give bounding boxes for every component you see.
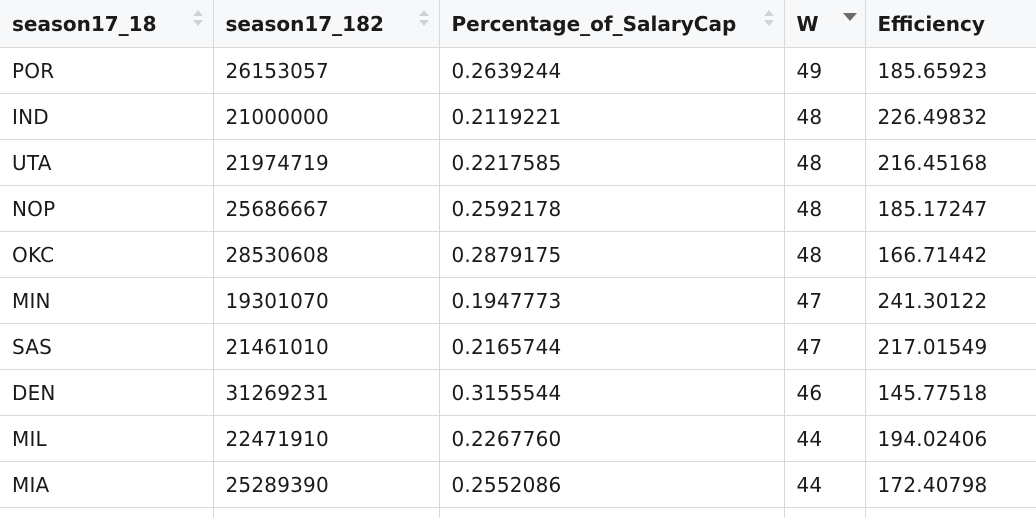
cell-percentage-of-salarycap: 0.2639244 [439,47,785,94]
cell-percentage-of-salarycap: 0.2879175 [439,231,785,278]
cell-season17-182: 31269231 [213,369,440,416]
column-header-label: Percentage_of_SalaryCap [451,11,737,36]
table-row[interactable]: OKC 28530608 0.2879175 48 166.71442 [0,231,1036,278]
column-header-season17-18[interactable]: season17_18 [0,0,214,48]
sort-icon[interactable] [763,10,774,30]
cell-w: 47 [784,277,866,324]
cell-season17-182: 21974719 [213,139,440,186]
cell-season17-18: POR [0,47,214,94]
table-row[interactable]: UTA 21974719 0.2217585 48 216.45168 [0,139,1036,186]
cell-percentage-of-salarycap: 0.2552086 [439,461,785,508]
column-header-label: season17_182 [225,11,384,36]
cell-w: 44 [784,415,866,462]
cell-season17-18: IND [0,93,214,140]
cell-season17-182: 21461010 [213,323,440,370]
cell-season17-18: MIA [0,461,214,508]
cell-season17-18: SAS [0,323,214,370]
cell-efficiency: 172.40798 [865,461,1036,508]
cell-season17-182: 26153057 [213,47,440,94]
cell-season17-18: MIL [0,415,214,462]
cell-efficiency: 185.65923 [865,47,1036,94]
cell-season17-18: DEN [0,369,214,416]
cell-percentage-of-salarycap: 0.2165744 [439,323,785,370]
cell-efficiency: 166.71442 [865,231,1036,278]
empty-cell [865,507,1036,518]
column-header-efficiency[interactable]: Efficiency [865,0,1036,48]
table-row[interactable]: MIA 25289390 0.2552086 44 172.40798 [0,461,1036,508]
cell-w: 46 [784,369,866,416]
cell-season17-182: 25289390 [213,461,440,508]
cell-efficiency: 194.02406 [865,415,1036,462]
cell-percentage-of-salarycap: 0.3155544 [439,369,785,416]
table-row[interactable]: POR 26153057 0.2639244 49 185.65923 [0,47,1036,94]
table-row[interactable]: SAS 21461010 0.2165744 47 217.01549 [0,323,1036,370]
column-header-season17-182[interactable]: season17_182 [213,0,440,48]
empty-cell [0,507,214,518]
cell-season17-18: OKC [0,231,214,278]
cell-w: 49 [784,47,866,94]
cell-efficiency: 145.77518 [865,369,1036,416]
empty-cell [439,507,785,518]
cell-efficiency: 226.49832 [865,93,1036,140]
empty-cell [784,507,866,518]
column-header-w[interactable]: W [784,0,866,48]
cell-season17-18: MIN [0,277,214,324]
cell-percentage-of-salarycap: 0.2217585 [439,139,785,186]
cell-efficiency: 216.45168 [865,139,1036,186]
header-row: season17_18 season17_182 Percentage_of_S… [0,0,1036,48]
empty-cell [213,507,440,518]
cell-w: 48 [784,231,866,278]
cell-season17-182: 25686667 [213,185,440,232]
cell-efficiency: 241.30122 [865,277,1036,324]
sort-icon[interactable] [192,10,203,30]
cell-season17-182: 22471910 [213,415,440,462]
cell-efficiency: 185.17247 [865,185,1036,232]
cell-season17-182: 19301070 [213,277,440,324]
cell-season17-18: NOP [0,185,214,232]
cell-percentage-of-salarycap: 0.2592178 [439,185,785,232]
table-row[interactable]: MIL 22471910 0.2267760 44 194.02406 [0,415,1036,462]
cell-w: 44 [784,461,866,508]
cell-season17-18: UTA [0,139,214,186]
cell-w: 48 [784,139,866,186]
table-row[interactable]: DEN 31269231 0.3155544 46 145.77518 [0,369,1036,416]
column-header-label: season17_18 [12,11,157,36]
cell-percentage-of-salarycap: 0.2119221 [439,93,785,140]
table-row[interactable]: MIN 19301070 0.1947773 47 241.30122 [0,277,1036,324]
column-header-percentage-of-salarycap[interactable]: Percentage_of_SalaryCap [439,0,785,48]
column-header-label: W [796,11,819,36]
cell-w: 48 [784,93,866,140]
column-header-label: Efficiency [877,11,985,36]
cell-percentage-of-salarycap: 0.2267760 [439,415,785,462]
sort-descending-icon[interactable] [842,10,857,30]
cell-w: 47 [784,323,866,370]
table-row[interactable]: IND 21000000 0.2119221 48 226.49832 [0,93,1036,140]
cell-season17-182: 28530608 [213,231,440,278]
table-row-partial [0,507,1036,518]
table-row[interactable]: NOP 25686667 0.2592178 48 185.17247 [0,185,1036,232]
cell-season17-182: 21000000 [213,93,440,140]
cell-efficiency: 217.01549 [865,323,1036,370]
cell-percentage-of-salarycap: 0.1947773 [439,277,785,324]
sort-icon[interactable] [418,10,429,30]
cell-w: 48 [784,185,866,232]
